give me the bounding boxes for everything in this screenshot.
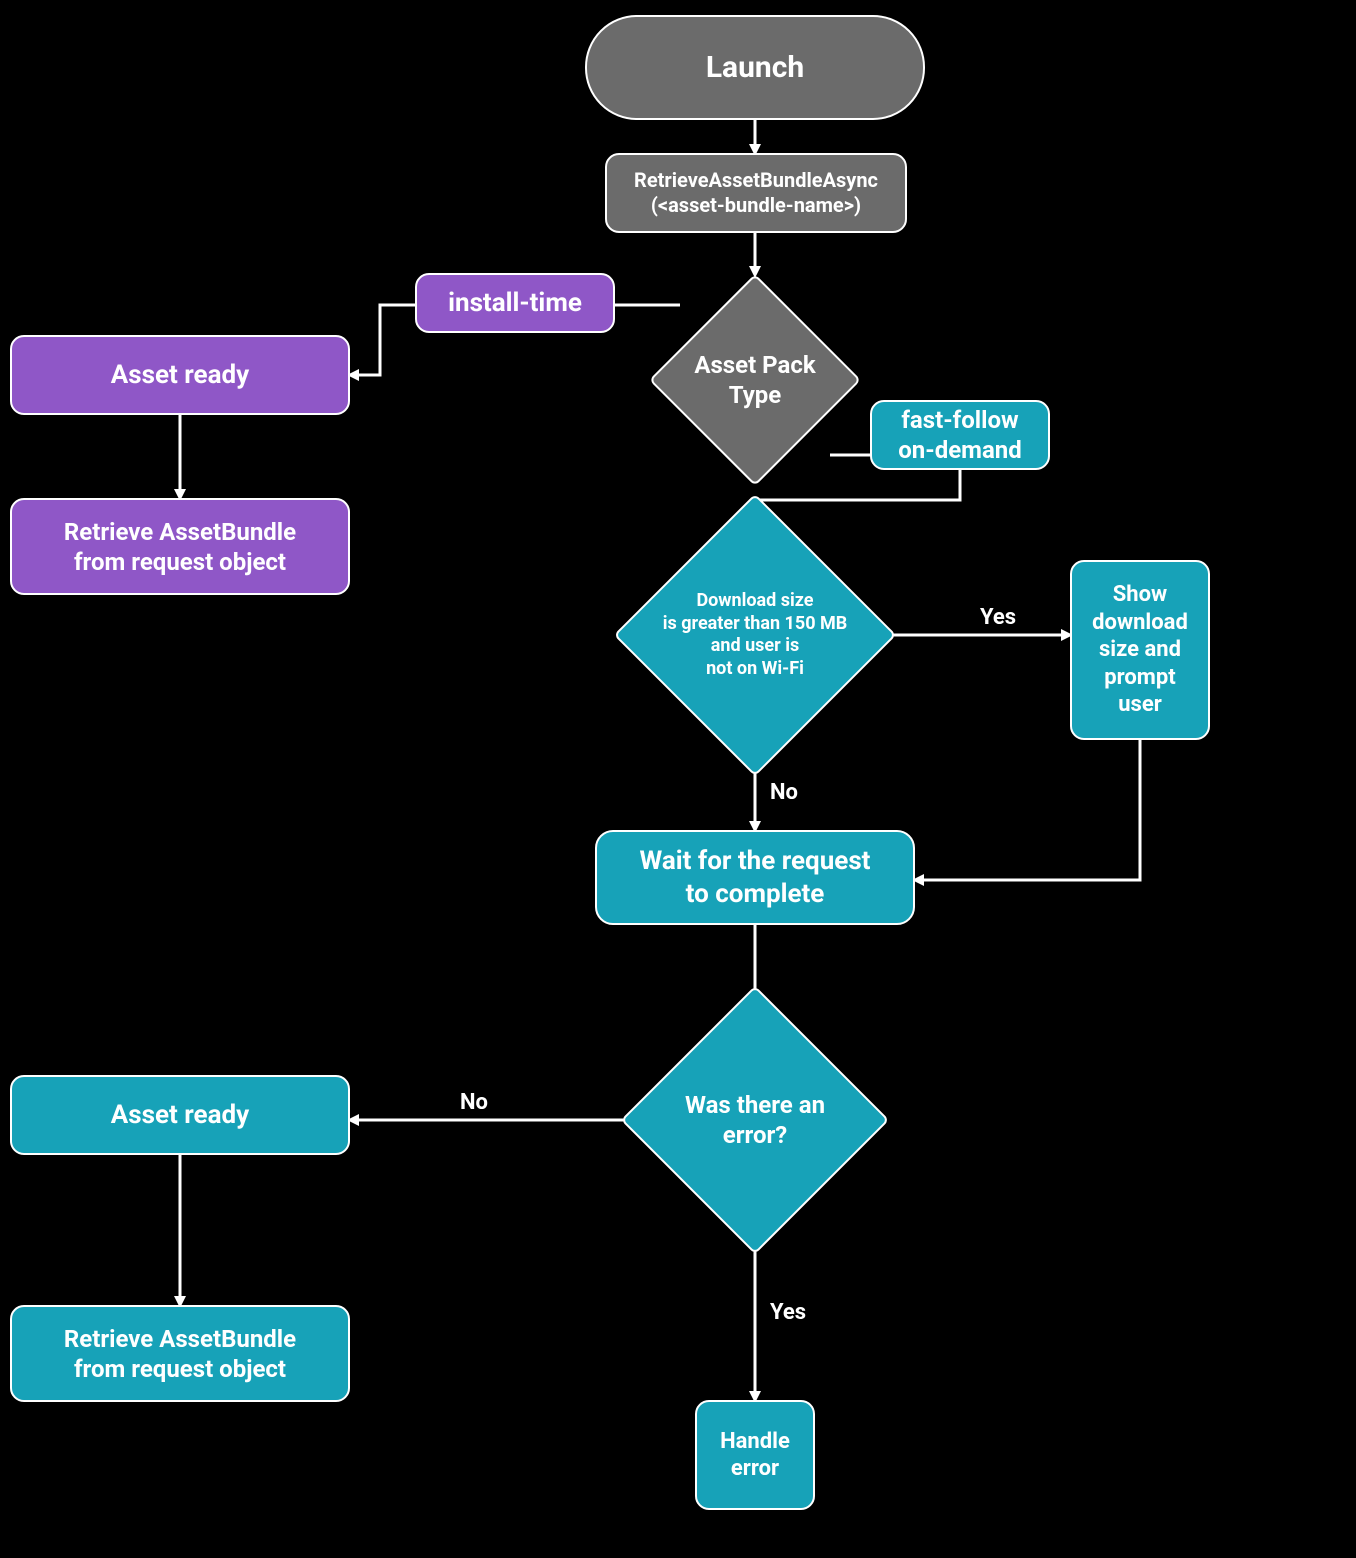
node-asset_ready_teal: Asset ready bbox=[10, 1075, 350, 1155]
node-retrieve_async: RetrieveAssetBundleAsync(<asset-bundle-n… bbox=[605, 153, 907, 233]
edge-install_time-to-asset_ready_purple bbox=[350, 305, 415, 375]
node-download_size: Download sizeis greater than 150 MBand u… bbox=[655, 535, 855, 735]
node-show_download: Showdownloadsize andpromptuser bbox=[1070, 560, 1210, 740]
node-fast_follow: fast-followon-demand bbox=[870, 400, 1050, 470]
node-retrieve_teal: Retrieve AssetBundlefrom request object bbox=[10, 1305, 350, 1402]
node-label: Was there anerror? bbox=[613, 1090, 898, 1150]
edge-label: Yes bbox=[980, 605, 1016, 630]
node-label: Asset PackType bbox=[643, 350, 868, 410]
edge-show_download-to-wait_complete bbox=[915, 740, 1140, 880]
node-launch: Launch bbox=[585, 15, 925, 120]
flowchart-canvas: Launch RetrieveAssetBundleAsync(<asset-bu… bbox=[0, 0, 1356, 1558]
node-install_time: install-time bbox=[415, 273, 615, 333]
edge-label: No bbox=[770, 780, 798, 805]
node-handle_error: Handleerror bbox=[695, 1400, 815, 1510]
edge-label: Yes bbox=[770, 1300, 806, 1325]
node-asset_pack_type: Asset PackType bbox=[680, 305, 830, 455]
node-asset_ready_purple: Asset ready bbox=[10, 335, 350, 415]
node-was_error: Was there anerror? bbox=[660, 1025, 850, 1215]
node-label: Download sizeis greater than 150 MBand u… bbox=[605, 590, 905, 680]
node-retrieve_purple: Retrieve AssetBundlefrom request object bbox=[10, 498, 350, 595]
edge-label: No bbox=[460, 1090, 488, 1115]
node-wait_complete: Wait for the requestto complete bbox=[595, 830, 915, 925]
